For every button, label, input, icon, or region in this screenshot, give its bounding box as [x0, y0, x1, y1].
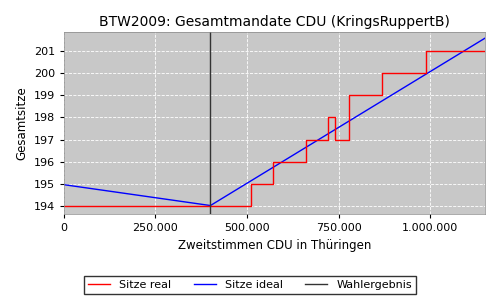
Sitze real: [424, 72, 430, 75]
Sitze real: [332, 116, 338, 119]
Sitze ideal: [222, 195, 228, 199]
Sitze real: [302, 160, 308, 163]
Sitze real: [368, 94, 374, 97]
Title: BTW2009: Gesamtmandate CDU (KringsRuppertB): BTW2009: Gesamtmandate CDU (KringsRupper…: [99, 15, 450, 29]
Sitze real: [346, 138, 352, 141]
Line: Sitze ideal: Sitze ideal: [64, 38, 485, 206]
Sitze real: [302, 138, 308, 141]
Sitze real: [324, 116, 330, 119]
Sitze real: [248, 182, 254, 185]
Sitze real: [412, 72, 418, 75]
Sitze ideal: [314, 139, 320, 143]
Sitze real: [482, 50, 488, 53]
Sitze real: [317, 138, 323, 141]
Sitze real: [482, 50, 488, 53]
Sitze ideal: [61, 183, 67, 187]
Sitze real: [424, 50, 430, 53]
Sitze real: [412, 72, 418, 75]
Sitze real: [324, 138, 330, 141]
Sitze ideal: [375, 101, 381, 105]
Sitze real: [295, 160, 301, 163]
Y-axis label: Gesamtsitze: Gesamtsitze: [15, 86, 28, 160]
Sitze real: [339, 138, 345, 141]
Sitze real: [380, 94, 386, 97]
Sitze real: [248, 204, 254, 207]
Sitze real: [368, 94, 374, 97]
Sitze real: [61, 204, 67, 207]
Sitze ideal: [407, 82, 413, 85]
Sitze real: [380, 72, 386, 75]
Sitze ideal: [335, 126, 341, 130]
Sitze real: [270, 160, 276, 163]
Sitze real: [236, 204, 242, 207]
Sitze real: [295, 160, 301, 163]
Sitze ideal: [138, 194, 143, 197]
Sitze real: [317, 138, 323, 141]
Sitze real: [270, 182, 276, 185]
Sitze real: [346, 94, 352, 97]
Line: Sitze real: Sitze real: [64, 51, 485, 206]
X-axis label: Zweitstimmen CDU in Thüringen: Zweitstimmen CDU in Thüringen: [178, 239, 371, 252]
Sitze ideal: [482, 36, 488, 40]
Sitze real: [236, 204, 242, 207]
Sitze real: [339, 138, 345, 141]
Sitze real: [332, 138, 338, 141]
Sitze ideal: [208, 204, 214, 207]
Legend: Sitze real, Sitze ideal, Wahlergebnis: Sitze real, Sitze ideal, Wahlergebnis: [84, 276, 416, 294]
